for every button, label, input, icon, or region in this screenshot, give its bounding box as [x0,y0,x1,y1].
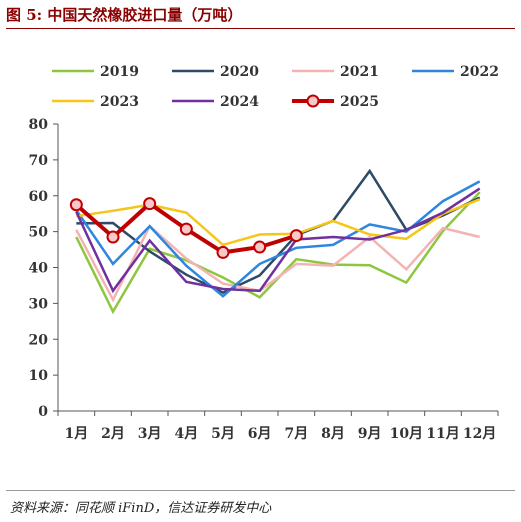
legend-label: 2023 [100,94,139,110]
x-tick-label: 10月 [390,426,423,442]
legend-label: 2021 [340,64,379,80]
x-tick-label: 1月 [64,426,88,442]
y-tick-label: 70 [29,153,49,169]
series-lines [69,168,481,315]
data-point-2025 [289,229,303,243]
x-tick-label: 2月 [101,426,125,442]
y-tick-label: 0 [38,404,48,420]
x-tick-label: 7月 [284,426,308,442]
x-tick-label: 8月 [321,426,345,442]
data-point-2025 [143,197,157,211]
x-tick-label: 11月 [426,426,459,442]
legend-item-2024: 2024 [172,94,259,110]
legend-item-2021: 2021 [292,64,379,80]
y-tick-label: 40 [29,261,49,277]
source-note: 资料来源：同花顺 iFinD，信达证券研发中心 [10,501,272,516]
legend-item-2025: 2025 [292,94,379,110]
legend-marker [306,94,320,108]
y-tick-label: 80 [29,117,49,133]
data-point-2025 [69,198,83,212]
legend-item-2022: 2022 [412,64,499,80]
axes: 0 10 20 30 40 50 60 70 80 1月 2月 3月 4月 5月 6月 7月 8月 9月 10月 11… [29,117,499,442]
legend-item-2020: 2020 [172,64,259,80]
x-tick-label: 9月 [358,426,382,442]
y-tick-label: 30 [29,296,49,312]
series-line-2020 [76,168,481,294]
x-tick-label: 3月 [138,426,162,442]
legend-label: 2019 [100,64,139,80]
y-tick-label: 10 [29,368,49,384]
x-tick-label: 12月 [463,426,496,442]
x-tick-label: 5月 [211,426,235,442]
y-tick-label: 20 [29,332,49,348]
series-line-2021 [75,224,480,303]
series-line-2024 [75,187,481,294]
legend: 2019 2020 2021 2022 2023 2024 2025 [52,64,499,110]
legend-item-2023: 2023 [52,94,139,110]
x-tick-label: 4月 [174,426,198,442]
legend-label: 2024 [220,94,259,110]
legend-item-2019: 2019 [52,64,139,80]
chart-title: 图 5: 中国天然橡胶进口量（万吨） [6,6,243,24]
data-point-2025 [253,240,267,254]
legend-label: 2022 [460,64,499,80]
y-tick-label: 60 [29,189,49,205]
legend-label: 2025 [340,94,379,110]
data-point-2025 [106,230,120,244]
title-divider [6,28,515,29]
y-tick-label: 50 [29,225,49,241]
data-point-2025 [179,222,193,236]
data-point-2025 [216,245,230,259]
source-divider [6,490,515,491]
legend-label: 2020 [220,64,259,80]
x-tick-label: 6月 [248,426,272,442]
